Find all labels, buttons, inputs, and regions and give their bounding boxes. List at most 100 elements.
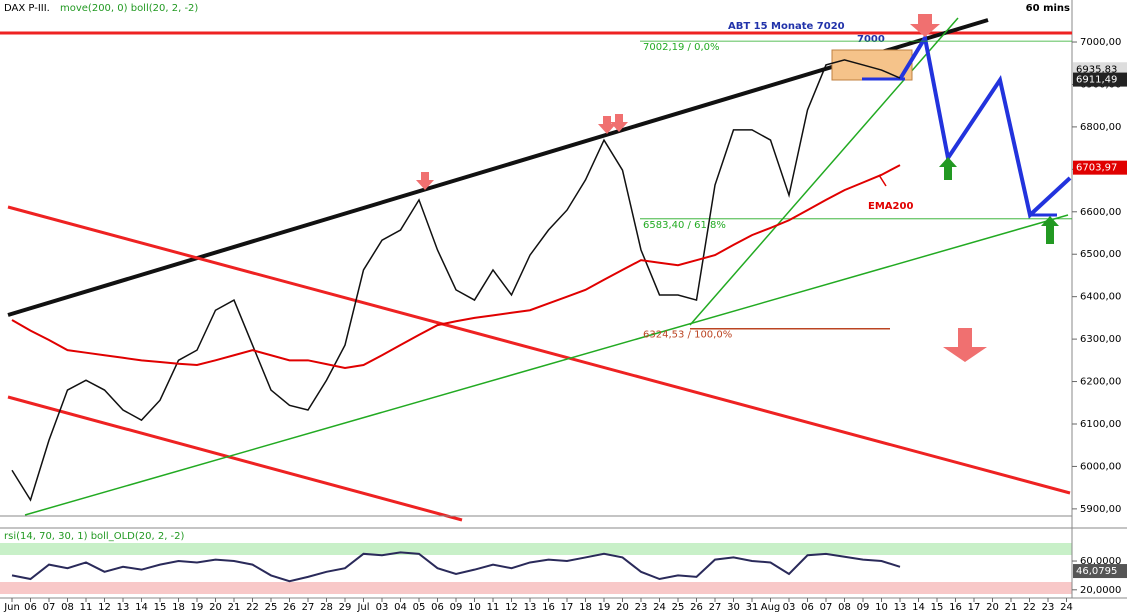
x-tick-label: 26	[283, 602, 296, 613]
rsi-overbought-zone	[0, 543, 1072, 555]
x-tick-label: 10	[468, 602, 481, 613]
y-tick-label: 6100,00	[1080, 419, 1121, 430]
x-tick-label: 07	[820, 602, 833, 613]
x-tick-label: 18	[579, 602, 592, 613]
price-label: 6911,49	[1076, 75, 1117, 86]
channel-line	[7, 395, 463, 522]
x-tick-label: 13	[524, 602, 537, 613]
x-tick-label: 11	[80, 602, 93, 613]
indicator-label: move(200, 0) boll(20, 2, -2)	[60, 3, 198, 14]
x-tick-label: 15	[154, 602, 167, 613]
y-tick-label: 6600,00	[1080, 207, 1121, 218]
x-tick-label: 27	[709, 602, 722, 613]
value-label-box	[1073, 564, 1127, 579]
x-tick-label: 23	[635, 602, 648, 613]
x-tick-label: 16	[949, 602, 962, 613]
up-arrow	[939, 157, 957, 180]
x-tick-label: Jul	[356, 602, 369, 613]
x-tick-label: 06	[801, 602, 814, 613]
x-tick-label: 24	[653, 602, 666, 613]
x-tick-label: 03	[376, 602, 389, 613]
x-tick-label: 07	[43, 602, 56, 613]
series-line	[11, 59, 901, 502]
x-tick-label: 21	[1005, 602, 1018, 613]
y-tick-label: 6200,00	[1080, 377, 1121, 388]
x-tick-label: 09	[450, 602, 463, 613]
x-tick-label: 25	[265, 602, 278, 613]
x-tick-label: 12	[505, 602, 518, 613]
y-tick-label: 6000,00	[1080, 461, 1121, 472]
range-box	[831, 49, 913, 81]
annotation: EMA200	[868, 201, 913, 212]
x-tick-label: 31	[746, 602, 759, 613]
chart-title: DAX P-III.	[4, 3, 50, 14]
x-tick-label: 14	[135, 602, 148, 613]
series-line	[11, 164, 901, 369]
x-tick-label: Jun	[3, 602, 20, 613]
fib-label: 6583,40 / 61,8%	[643, 220, 726, 231]
x-tick-label: 09	[857, 602, 870, 613]
y-tick-label: 6400,00	[1080, 292, 1121, 303]
x-tick-label: 04	[394, 602, 407, 613]
pointer	[878, 174, 887, 187]
y-tick-label: 60,0000	[1080, 556, 1121, 567]
x-tick-label: 26	[690, 602, 703, 613]
channel-line	[7, 205, 1071, 495]
x-tick-label: 16	[542, 602, 555, 613]
fib-label: 7002,19 / 0,0%	[643, 42, 719, 53]
x-tick-label: 22	[246, 602, 259, 613]
price-label-box	[1073, 160, 1127, 175]
x-tick-label: Aug	[761, 602, 781, 613]
support-line	[24, 214, 1069, 516]
x-tick-label: 19	[191, 602, 204, 613]
down-arrow	[943, 328, 987, 362]
x-tick-label: 11	[487, 602, 500, 613]
x-tick-label: 13	[894, 602, 907, 613]
y-tick-label: 6800,00	[1080, 122, 1121, 133]
projection	[898, 32, 1072, 219]
x-tick-label: 17	[561, 602, 574, 613]
x-tick-label: 05	[413, 602, 426, 613]
rsi-title: rsi(14, 70, 30, 1) boll_OLD(20, 2, -2)	[4, 531, 185, 542]
down-arrow	[910, 14, 940, 37]
annotation: ABT 15 Monate 7020	[728, 21, 845, 32]
value-label: 46,0795	[1076, 566, 1117, 577]
x-tick-label: 27	[302, 602, 315, 613]
x-tick-label: 23	[1042, 602, 1055, 613]
down-arrow	[598, 116, 616, 134]
rsi-oversold-zone	[0, 582, 1072, 594]
x-tick-label: 20	[616, 602, 629, 613]
x-tick-label: 08	[838, 602, 851, 613]
x-tick-label: 06	[431, 602, 444, 613]
x-tick-label: 20	[986, 602, 999, 613]
price-label: 6935,83	[1076, 64, 1117, 75]
series-line	[11, 551, 901, 583]
y-tick-label: 7000,00	[1080, 37, 1121, 48]
x-tick-label: 22	[1023, 602, 1036, 613]
up-arrow	[1041, 216, 1059, 244]
fib-label: 6324,53 / 100,0%	[643, 330, 732, 341]
arrows	[416, 14, 987, 362]
annotation: 7000	[857, 34, 885, 45]
x-tick-label: 21	[228, 602, 241, 613]
price-label: 6703,97	[1076, 163, 1117, 174]
x-tick-label: 24	[1060, 602, 1073, 613]
x-tick-label: 18	[172, 602, 185, 613]
down-arrow	[610, 114, 628, 132]
x-tick-label: 13	[117, 602, 130, 613]
x-tick-label: 29	[339, 602, 352, 613]
y-tick-label: 6300,00	[1080, 334, 1121, 345]
price-label-box	[1073, 72, 1127, 87]
y-tick-label: 20,0000	[1080, 585, 1121, 596]
x-tick-label: 28	[320, 602, 333, 613]
x-tick-label: 20	[209, 602, 222, 613]
x-tick-label: 10	[875, 602, 888, 613]
y-tick-label: 6500,00	[1080, 249, 1121, 260]
x-tick-label: 14	[912, 602, 925, 613]
x-tick-label: 30	[727, 602, 740, 613]
x-tick-label: 17	[968, 602, 981, 613]
x-tick-label: 06	[24, 602, 37, 613]
x-tick-label: 12	[98, 602, 111, 613]
